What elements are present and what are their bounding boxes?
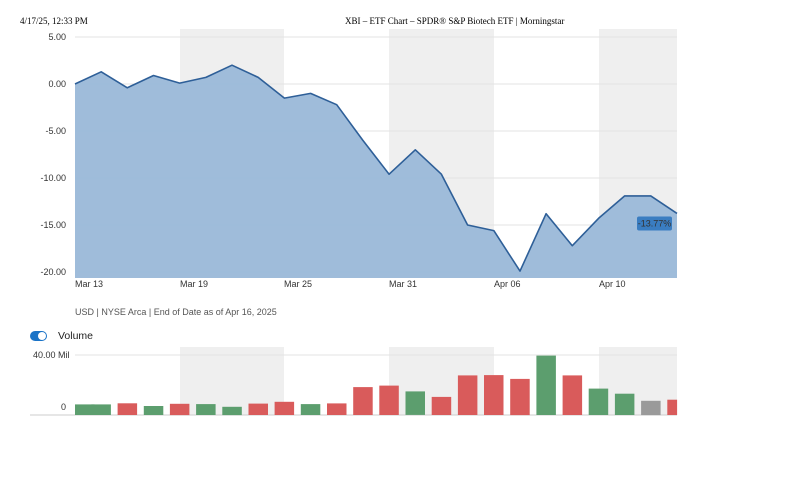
volume-bar — [248, 403, 268, 415]
volume-bar — [75, 404, 95, 415]
volume-bar — [274, 401, 295, 415]
price-x-tick: Mar 31 — [389, 279, 417, 289]
volume-bar — [222, 406, 242, 416]
price-x-tick: Mar 19 — [180, 279, 208, 289]
volume-bar — [327, 403, 347, 415]
volume-label: Volume — [58, 330, 94, 342]
print-date: 4/17/25, 12:33 PM — [20, 16, 88, 26]
price-y-tick: -20.00 — [40, 267, 66, 277]
print-page-title: XBI – ETF Chart – SPDR® S&P Biotech ETF … — [345, 16, 565, 26]
volume-bar — [143, 406, 164, 415]
volume-bar — [405, 391, 425, 415]
volume-bar — [588, 388, 609, 415]
volume-bar — [431, 396, 452, 415]
toggle-knob — [38, 332, 46, 340]
price-chart-area — [74, 64, 678, 278]
volume-bar — [614, 393, 635, 415]
volume-band-0 — [180, 347, 284, 415]
volume-bar — [117, 403, 138, 415]
price-x-tick: Mar 13 — [75, 279, 103, 289]
price-series-line — [74, 64, 678, 272]
volume-bar — [379, 385, 399, 415]
price-y-tick: -10.00 — [40, 173, 66, 183]
volume-bar — [169, 403, 190, 416]
price-end-label: -13.77% — [637, 216, 672, 231]
volume-bar — [562, 375, 583, 415]
volume-bar — [510, 378, 530, 416]
price-x-tick: Apr 10 — [599, 279, 626, 289]
volume-y-tick: 40.00 Mil — [33, 350, 70, 360]
price-x-tick: Mar 25 — [284, 279, 312, 289]
volume-bar — [641, 400, 661, 416]
print-header: 4/17/25, 12:33 PM XBI – ETF Chart – SPDR… — [0, 10, 800, 26]
price-area-fill — [75, 65, 677, 278]
volume-bar — [484, 375, 504, 415]
volume-bar — [91, 404, 111, 415]
volume-bar — [667, 399, 678, 415]
volume-bar — [353, 387, 373, 415]
price-end-label-badge — [637, 216, 672, 231]
price-y-tick: 5.00 — [48, 32, 66, 42]
volume-bar — [536, 355, 556, 415]
volume-toggle[interactable] — [30, 331, 47, 341]
price-x-tick: Apr 06 — [494, 279, 521, 289]
volume-bar — [457, 375, 478, 415]
price-y-tick: -15.00 — [40, 220, 66, 230]
volume-bar — [196, 404, 216, 415]
price-y-tick: -5.00 — [45, 126, 66, 136]
chart-footnote: USD | NYSE Arca | End of Date as of Apr … — [75, 307, 277, 317]
volume-y-tick: 0 — [61, 402, 66, 412]
volume-bar — [300, 404, 321, 415]
volume-y-axis: 40.00 Mil 0 — [33, 350, 70, 412]
volume-bars — [75, 355, 678, 416]
price-y-tick: 0.00 — [48, 79, 66, 89]
price-y-axis: 5.00 0.00 -5.00 -10.00 -15.00 -20.00 — [40, 32, 66, 277]
volume-band-2 — [599, 347, 677, 415]
price-x-axis: Mar 13 Mar 19 Mar 25 Mar 31 Apr 06 Apr 10 — [75, 279, 626, 289]
price-end-label-text: -13.77% — [638, 218, 672, 228]
